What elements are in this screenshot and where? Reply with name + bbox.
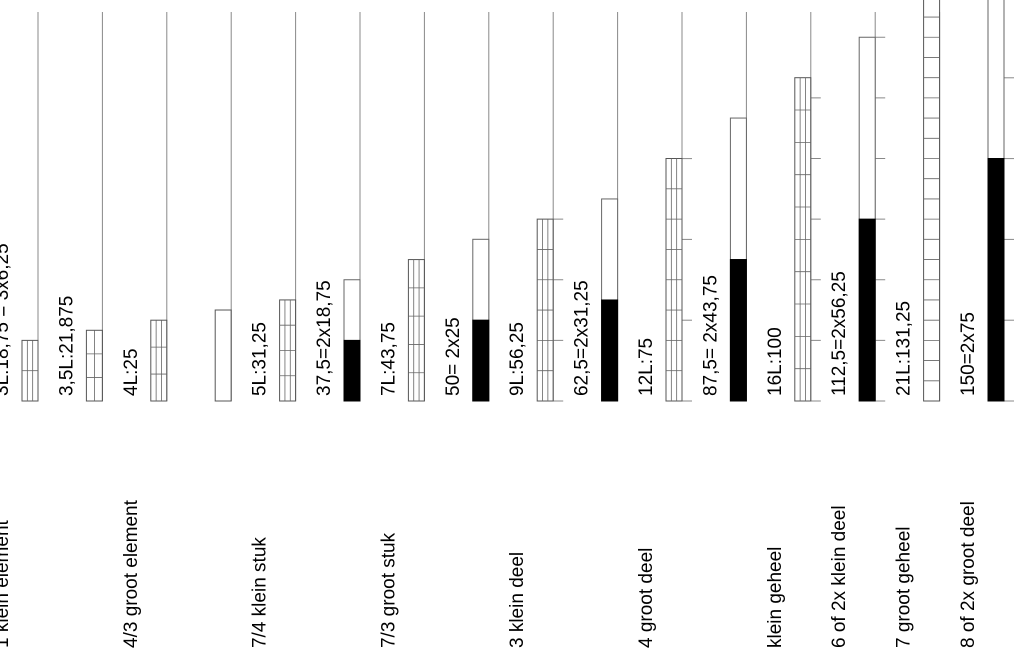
name-label: 8 of 2x groot deel [958,501,979,648]
bar-fill [343,339,361,402]
bar [214,309,232,402]
bar-outline [923,0,941,402]
bar [85,329,103,402]
value-label: 37,5=2x18,75 [314,280,335,396]
name-label: 7/4 klein stuk [250,537,271,648]
bar [21,339,39,402]
bar [794,77,812,402]
value-label: 3,5L:21,875 [56,296,77,396]
value-labels: 3L:18,75 = 3x6,25 3,5L:21,875 4L:25 5L:31,2… [0,243,979,396]
bar-fill [858,218,876,402]
bar [536,218,554,402]
bar-outline [150,319,168,402]
value-label: 4L:25 [121,348,142,396]
name-label: 1 klein element [0,519,13,648]
bars [21,0,1005,402]
bar-outline [214,309,232,402]
bar [150,319,168,402]
name-label: 7 groot geheel [894,527,915,649]
bar [472,238,490,402]
value-label: 87,5= 2x43,75 [700,275,721,396]
value-label: 62,5=2x31,25 [572,280,593,396]
bar-outline [407,259,425,402]
name-label: 6 of 2x klein deel [829,505,850,648]
bar [279,299,297,402]
value-label: 12L:75 [636,338,657,396]
bar [987,0,1005,402]
name-label: 7/3 groot stuk [378,532,399,648]
value-label: 5L:31,25 [250,322,271,396]
bar [923,0,941,402]
name-label: 4 groot deel [636,548,657,648]
value-label: 112,5=2x56,25 [829,271,850,396]
value-label: 7L:43,75 [378,322,399,396]
bar [665,158,683,402]
bar-fill [987,158,1005,402]
name-label: klein geheel [765,547,786,648]
bar [858,36,876,402]
value-label: 50= 2x25 [443,317,464,396]
bar-fill [472,319,490,402]
name-label: 3 klein deel [507,552,528,648]
name-labels: 1 klein element 4/3 groot element 7/4 klei… [0,499,979,648]
bar [407,259,425,402]
bar [601,198,619,402]
value-label: 3L:18,75 = 3x6,25 [0,243,13,396]
value-label: 150=2x75 [958,312,979,396]
bar [729,117,747,402]
value-label: 9L:56,25 [507,322,528,396]
bar-fill [601,299,619,402]
bar [343,279,361,402]
bar-fill [729,259,747,402]
value-label: 21L:131,25 [894,301,915,396]
value-label: 16L:100 [765,327,786,396]
name-label: 4/3 groot element [121,499,142,648]
